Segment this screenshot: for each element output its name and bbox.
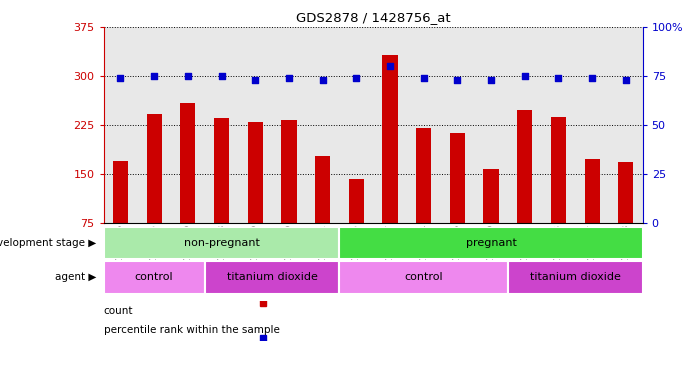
Title: GDS2878 / 1428756_at: GDS2878 / 1428756_at <box>296 11 451 24</box>
Text: control: control <box>404 272 443 283</box>
Text: titanium dioxide: titanium dioxide <box>227 272 318 283</box>
Text: development stage ▶: development stage ▶ <box>0 238 97 248</box>
Bar <box>484 169 499 223</box>
Bar <box>450 133 465 223</box>
Bar <box>416 128 431 223</box>
Point <box>384 63 395 69</box>
Point <box>317 77 328 83</box>
Bar <box>349 179 364 223</box>
Bar <box>315 156 330 223</box>
Text: agent ▶: agent ▶ <box>55 272 97 283</box>
Bar <box>517 110 532 223</box>
Text: pregnant: pregnant <box>466 238 516 248</box>
Bar <box>180 103 196 223</box>
Bar <box>281 120 296 223</box>
Bar <box>205 261 339 294</box>
Point <box>587 75 598 81</box>
Point <box>115 75 126 81</box>
Point <box>149 73 160 79</box>
Bar <box>339 227 643 259</box>
Point <box>283 75 294 81</box>
Text: control: control <box>135 272 173 283</box>
Point <box>182 73 193 79</box>
Bar <box>104 261 205 294</box>
Bar <box>214 118 229 223</box>
Bar <box>618 162 634 223</box>
Bar <box>551 117 566 223</box>
Bar <box>585 159 600 223</box>
Text: percentile rank within the sample: percentile rank within the sample <box>104 325 280 335</box>
Text: non-pregnant: non-pregnant <box>184 238 260 248</box>
Bar <box>146 114 162 223</box>
Point <box>621 77 632 83</box>
Point <box>216 73 227 79</box>
Bar <box>113 161 128 223</box>
Point <box>452 77 463 83</box>
Point <box>486 77 497 83</box>
Bar <box>104 227 339 259</box>
Point <box>249 77 261 83</box>
Bar <box>382 55 397 223</box>
Point <box>519 73 530 79</box>
Bar <box>247 121 263 223</box>
Point <box>553 75 564 81</box>
Point <box>351 75 362 81</box>
Point <box>418 75 429 81</box>
Bar <box>339 261 508 294</box>
Text: titanium dioxide: titanium dioxide <box>530 272 621 283</box>
Bar <box>508 261 643 294</box>
Text: count: count <box>104 306 133 316</box>
